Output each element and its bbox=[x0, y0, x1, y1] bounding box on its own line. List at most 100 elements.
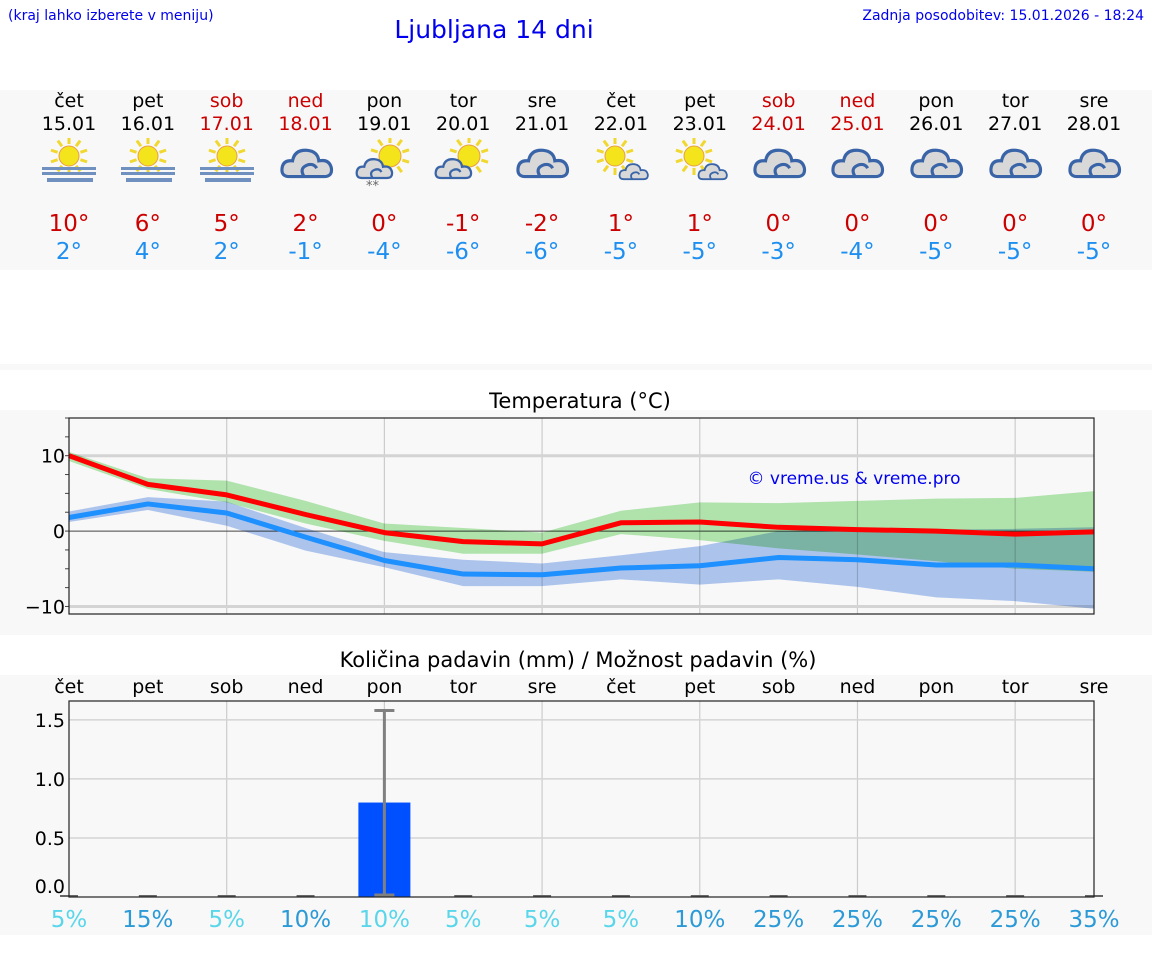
divider bbox=[0, 364, 1152, 370]
min-temp-band bbox=[69, 497, 1094, 609]
day-name: ned bbox=[839, 90, 876, 112]
y-tick-label: 0.5 bbox=[35, 828, 65, 850]
min-temp-line bbox=[68, 501, 1095, 578]
day-date: 23.01 bbox=[672, 113, 727, 135]
day-date: 28.01 bbox=[1066, 113, 1122, 135]
location-hint: (kraj lahko izberete v meniju) bbox=[8, 8, 214, 24]
y-tick-label: −10 bbox=[25, 596, 65, 618]
day-column: ned 25.01 0° -4° bbox=[817, 90, 897, 266]
chart-title: Količina padavin (mm) / Možnost padavin … bbox=[340, 648, 817, 672]
max-temp: -1° bbox=[446, 211, 481, 237]
cloudy-icon bbox=[739, 138, 819, 198]
max-temp: 0° bbox=[765, 211, 792, 237]
x-tick-label: pon bbox=[367, 676, 403, 698]
max-temp: 2° bbox=[292, 211, 319, 237]
day-column: pon 26.01 0° -5° bbox=[896, 90, 976, 266]
max-temp: 0° bbox=[844, 211, 871, 237]
sun-fog-icon bbox=[108, 138, 188, 198]
min-temp: -1° bbox=[288, 239, 323, 265]
day-column: sre 28.01 0° -5° bbox=[1054, 90, 1134, 266]
x-tick-label: tor bbox=[450, 676, 477, 698]
min-temp: -6° bbox=[446, 239, 481, 265]
min-temp: -6° bbox=[524, 239, 560, 265]
max-temp-line bbox=[68, 453, 1095, 547]
sun-small-cloud-icon bbox=[581, 138, 661, 198]
day-name: sre bbox=[527, 90, 557, 112]
max-temp-band bbox=[69, 451, 1094, 572]
precip-probability: 5% bbox=[603, 907, 640, 933]
min-temp: -5° bbox=[603, 239, 639, 265]
day-name: čet bbox=[54, 90, 84, 112]
precip-probability: 10% bbox=[359, 907, 410, 933]
day-date: 19.01 bbox=[357, 113, 412, 135]
x-tick-label: tor bbox=[1002, 676, 1029, 698]
min-temp: -5° bbox=[997, 239, 1033, 265]
day-name: čet bbox=[606, 90, 636, 112]
day-name: pon bbox=[918, 90, 955, 112]
day-column: pet 16.01 6° 4° bbox=[108, 90, 188, 266]
day-name: tor bbox=[1001, 90, 1029, 112]
day-column: tor 20.01 -1° -6° bbox=[423, 90, 503, 266]
day-date: 27.01 bbox=[987, 113, 1043, 135]
cloudy-icon bbox=[502, 138, 582, 198]
day-date: 22.01 bbox=[593, 113, 649, 135]
partly-cloudy-snow-icon: ** bbox=[344, 138, 424, 198]
sun-small-cloud-icon bbox=[660, 138, 740, 198]
precip-probability: 25% bbox=[990, 907, 1041, 933]
min-temp: -3° bbox=[761, 239, 796, 265]
cloudy-icon bbox=[266, 138, 346, 198]
x-tick-label: pon bbox=[918, 676, 954, 698]
partly-cloudy-icon bbox=[423, 138, 503, 198]
day-name: pon bbox=[366, 90, 403, 112]
precipitation-panel bbox=[0, 675, 1152, 935]
last-updated: Zadnja posodobitev: 15.01.2026 - 18:24 bbox=[862, 8, 1144, 24]
day-date: 20.01 bbox=[436, 113, 491, 135]
y-tick-label: 0.0 bbox=[35, 876, 65, 898]
sun-fog-icon bbox=[29, 138, 109, 198]
min-temp: -5° bbox=[919, 239, 954, 265]
cloudy-icon bbox=[975, 138, 1055, 198]
max-temp: 0° bbox=[923, 211, 950, 237]
day-date: 15.01 bbox=[41, 113, 97, 135]
precip-probability: 25% bbox=[753, 907, 804, 933]
max-temp: 1° bbox=[607, 211, 634, 237]
page-title: Ljubljana 14 dni bbox=[394, 15, 594, 44]
svg-text:**: ** bbox=[366, 179, 380, 194]
x-tick-label: čet bbox=[54, 676, 84, 698]
precip-probability: 25% bbox=[911, 907, 962, 933]
max-temp: 1° bbox=[686, 211, 713, 237]
y-tick-label: 0 bbox=[53, 521, 65, 543]
precip-probability: 5% bbox=[524, 907, 561, 933]
precip-probability: 5% bbox=[208, 907, 245, 933]
precip-probability: 5% bbox=[51, 907, 88, 933]
day-name: sob bbox=[761, 90, 796, 112]
plot-frame bbox=[68, 417, 1095, 615]
x-tick-label: ned bbox=[840, 676, 876, 698]
x-tick-label: sob bbox=[762, 676, 796, 698]
max-temp: 0° bbox=[1002, 211, 1029, 237]
x-tick-label: ned bbox=[288, 676, 324, 698]
min-temp: 4° bbox=[134, 239, 161, 265]
day-name: sob bbox=[209, 90, 244, 112]
min-temp: 2° bbox=[55, 239, 83, 265]
day-column: čet 15.01 10° 2° bbox=[29, 90, 109, 266]
day-date: 21.01 bbox=[514, 113, 570, 135]
min-temp: -5° bbox=[1076, 239, 1112, 265]
max-temp: 0° bbox=[1080, 211, 1108, 237]
y-tick-label: 10 bbox=[41, 446, 65, 468]
max-temp: 0° bbox=[371, 211, 398, 237]
day-column: tor 27.01 0° -5° bbox=[975, 90, 1055, 266]
x-tick-label: sre bbox=[1080, 676, 1109, 698]
day-date: 26.01 bbox=[909, 113, 964, 135]
day-date: 24.01 bbox=[751, 113, 806, 135]
precip-probability: 5% bbox=[445, 907, 482, 933]
precip-probability: 10% bbox=[674, 907, 725, 933]
max-temp: -2° bbox=[524, 211, 560, 237]
day-column: pon 19.01 ** 0° -4° bbox=[344, 90, 424, 266]
x-tick-label: sob bbox=[210, 676, 244, 698]
precip-probability: 10% bbox=[280, 907, 331, 933]
day-name: ned bbox=[287, 90, 324, 112]
cloudy-icon bbox=[1054, 138, 1134, 198]
min-temp: -5° bbox=[682, 239, 717, 265]
